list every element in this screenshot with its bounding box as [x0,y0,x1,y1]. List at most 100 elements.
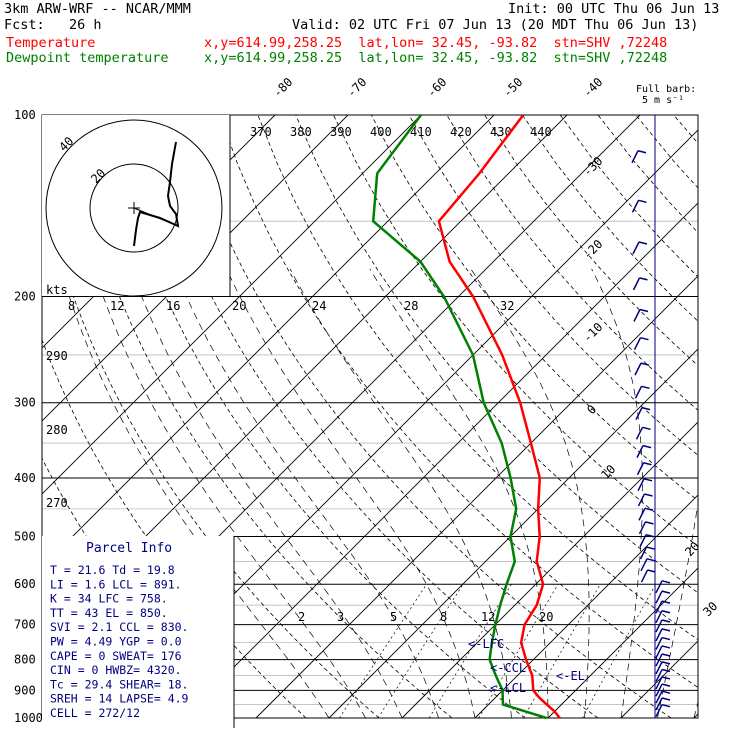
pressure-tick-label: 800 [14,653,36,667]
pressure-tick-label: 1000 [14,711,43,725]
level-marker: <-LCL [490,681,526,695]
barb-legend-unit: 5 m s⁻¹ [642,95,684,106]
parcel-info-row: TT = 43 EL = 850. [50,606,168,620]
mixing-ratio-line [582,584,657,719]
init-time: Init: 00 UTC Thu 06 Jun 13 [508,1,720,17]
mixing-ratio-label: 8 [440,610,447,624]
wind-barb [631,199,640,213]
wind-barb [655,704,663,718]
pressure-tick-label: 100 [14,108,36,122]
isotherm-label: -30 [580,154,605,179]
wind-barb [655,628,663,642]
pressure-tick-label: 600 [14,577,36,591]
temperature-profile [437,115,561,719]
wind-barb-flag [637,150,647,154]
theta-label: 290 [46,349,68,363]
pressure-tick-label: 200 [14,290,36,304]
wind-barb [634,362,642,376]
dry-adiabat [257,115,698,641]
isotherm-line [474,494,698,719]
wind-barb-flag [643,478,653,482]
chart-frame [41,114,699,719]
wind-barb [636,445,644,458]
wind-barb [655,653,663,667]
dry-adiabat [597,115,698,234]
wind-barb-flag [661,600,671,604]
isotherm-label: -80 [270,75,295,100]
forecast-hour: Fcst: 26 h [4,17,102,33]
isotherm-label: 20 [682,539,702,559]
isotherm-label: -10 [580,320,605,345]
speed-scale-label: 24 [312,299,326,313]
barb-legend: Full barb:5 m s⁻¹ [636,84,696,106]
dry-adiabat [673,115,698,144]
moist-adiabat [93,268,366,719]
moist-adiabat [591,268,643,719]
hodograph-trace [133,141,180,247]
speed-scale-label: 20 [232,299,246,313]
dry-adiabat [635,115,698,189]
parcel-info-title: Parcel Info [86,541,172,556]
isotherm-line [255,275,698,719]
hodograph-ring [45,119,223,297]
wind-barb [632,277,641,291]
isotherm-line [547,567,698,719]
wind-barb-flag [661,690,671,694]
wind-barb [655,697,663,711]
theta-e-label: 420 [450,125,472,139]
storm-motion-vector [133,207,179,227]
theta-label: 270 [46,496,68,510]
moist-adiabat [289,268,512,719]
wind-barb-flag [661,668,671,673]
wind-barb-flag [640,362,650,366]
isotherm-line [182,202,698,719]
skewt-grid [42,115,740,719]
parcel-info-row: CELL = 272/12 [50,706,140,720]
wind-barb [655,637,663,650]
moist-adiabat [657,501,698,719]
wind-barb [638,507,646,521]
theta-e-label: 430 [490,125,512,139]
parcel-info-row: K = 34 LFC = 758. [50,592,168,606]
wind-barb [636,462,645,476]
dry-adiabat [711,115,740,718]
parcel-info-row: Tc = 29.4 SHEAR= 18. [50,677,188,691]
wind-barb-flag [641,406,651,411]
wind-barb-flag [661,703,671,708]
wind-barb [637,493,646,507]
theta-e-label: 390 [330,125,352,139]
dry-adiabat [408,115,698,456]
wind-barb [639,546,648,560]
wind-barb [655,683,663,697]
level-markers: <-LFC <-CCL <-EL <-LCL [468,637,585,695]
mixing-ratio-label: 2 [298,610,305,624]
mixing-ratio-line [428,584,512,719]
hodograph-ring [89,163,179,253]
wind-barb-flag [661,697,671,701]
parcel-info-row: CAPE = 0 SWEAT= 176 [50,649,182,663]
wind-barb-flag [638,199,647,204]
wind-barbs [631,115,671,718]
wind-barb [655,619,663,633]
wind-barb-flag [642,426,651,431]
moist-adiabat [369,268,549,718]
theta-label: 280 [46,423,68,437]
temperature-label: Temperature [6,35,96,51]
wind-barb [655,645,663,659]
wind-barb-flag [643,462,652,466]
theta-e-label: 380 [290,125,312,139]
dry-adiabat [181,115,672,719]
theta-e-label: 400 [370,125,392,139]
profile-series [371,115,561,720]
pressure-tick-label: 900 [14,683,36,697]
wind-barb [635,407,643,420]
hodograph-background [42,115,230,296]
wind-barb-flag [661,661,671,665]
wind-barb-flag [661,628,671,632]
mixing-ratio-line [478,584,559,719]
level-marker: <-CCL [490,661,526,675]
parcel-info-box: Parcel Info T = 21.6 Td = 19.8LI = 1.6 LC… [42,536,235,728]
moist-adiabat [174,268,439,719]
mixing-ratio-label: 12 [481,610,495,624]
